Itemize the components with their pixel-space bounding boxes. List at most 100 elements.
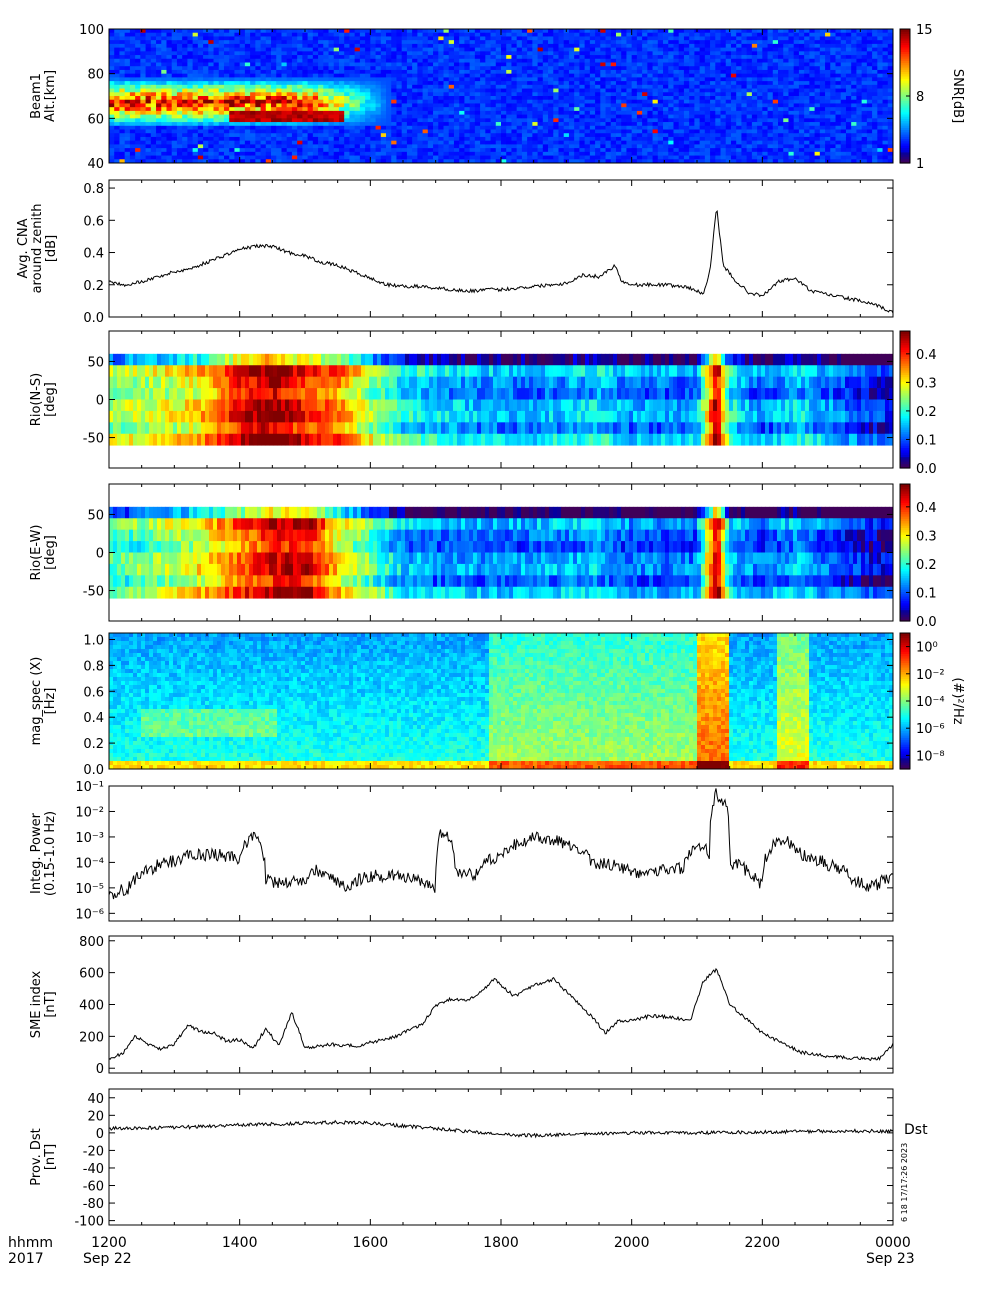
snr-cell — [359, 43, 366, 49]
snr-cell — [323, 92, 329, 97]
snr-cell — [302, 140, 309, 145]
snr-cell — [244, 136, 251, 142]
snr-cell — [778, 148, 784, 153]
snr-cell — [244, 58, 251, 63]
snr-cell — [302, 107, 309, 112]
snr-cell — [469, 84, 476, 89]
snr-cell — [349, 36, 356, 41]
snr-cell — [798, 84, 805, 89]
snr-cell — [804, 84, 810, 89]
snr-cell — [704, 77, 711, 82]
snr-cell — [396, 92, 403, 97]
snr-cell — [825, 140, 831, 145]
snr-cell — [129, 40, 136, 45]
snr-cell — [375, 40, 382, 45]
snr-cell — [720, 159, 727, 164]
snr-cell — [297, 159, 303, 164]
snr-cell — [720, 114, 727, 119]
snr-cell — [480, 77, 486, 82]
snr-cell — [542, 129, 549, 134]
snr-cell — [119, 99, 126, 104]
snr-cell — [605, 66, 612, 71]
snr-cell — [615, 40, 622, 45]
snr-cell — [678, 122, 685, 127]
snr-cell — [485, 96, 491, 101]
snr-cell — [762, 103, 768, 108]
snr-cell — [584, 140, 591, 145]
snr-cell — [223, 47, 230, 52]
snr-cell — [328, 51, 335, 56]
snr-cell — [647, 151, 653, 156]
snr-cell — [401, 40, 408, 45]
snr-cell — [459, 133, 465, 138]
snr-cell — [657, 144, 664, 149]
snr-cell — [438, 43, 444, 49]
snr-cell — [380, 32, 387, 37]
snr-cell — [652, 40, 659, 45]
snr-cell — [401, 62, 408, 67]
snr-cell — [527, 66, 533, 71]
snr-cell — [767, 125, 774, 130]
snr-cell — [636, 136, 643, 142]
snr-cell — [804, 110, 810, 116]
snr-cell — [736, 36, 742, 41]
snr-cell — [234, 159, 241, 164]
snr-cell — [741, 62, 748, 67]
snr-cell — [814, 103, 821, 108]
snr-cell — [291, 84, 298, 89]
snr-cell — [788, 110, 795, 116]
snr-cell — [767, 96, 774, 101]
snr-cell — [610, 99, 617, 104]
snr-cell — [772, 29, 779, 34]
snr-cell — [474, 125, 481, 130]
snr-cell — [380, 43, 387, 49]
snr-cell — [271, 92, 277, 97]
snr-cell — [506, 81, 512, 86]
snr-cell — [370, 155, 376, 160]
snr-cell — [495, 55, 502, 60]
snr-cell — [788, 148, 795, 153]
snr-cell — [568, 88, 575, 93]
snr-cell — [699, 66, 706, 71]
snr-cell — [276, 103, 282, 108]
snr-cell — [725, 92, 732, 97]
snr-cell — [757, 155, 763, 160]
snr-cell — [427, 32, 434, 37]
snr-cell — [255, 58, 261, 63]
snr-cell — [485, 159, 491, 164]
snr-cell — [312, 99, 319, 104]
snr-cell — [600, 58, 606, 63]
snr-cell — [825, 151, 831, 156]
snr-cell — [412, 129, 418, 134]
snr-cell — [621, 66, 627, 71]
snr-cell — [480, 129, 486, 134]
snr-cell — [725, 140, 732, 145]
snr-cell — [391, 40, 397, 45]
snr-cell — [647, 47, 653, 52]
snr-cell — [271, 47, 277, 52]
snr-cell — [501, 66, 507, 71]
snr-cell — [663, 99, 669, 104]
snr-cell — [825, 125, 831, 130]
snr-cell — [720, 55, 727, 60]
snr-cell — [788, 125, 795, 130]
snr-cell — [699, 58, 706, 63]
snr-cell — [239, 148, 246, 153]
snr-cell — [443, 62, 450, 67]
snr-cell — [480, 32, 486, 37]
snr-cell — [391, 133, 397, 138]
snr-cell — [401, 125, 408, 130]
snr-cell — [129, 84, 136, 89]
snr-cell — [710, 55, 716, 60]
snr-cell — [798, 133, 805, 138]
snr-cell — [464, 155, 471, 160]
snr-cell — [422, 32, 429, 37]
snr-cell — [678, 136, 685, 142]
snr-cell — [271, 84, 277, 89]
snr-cell — [114, 40, 120, 45]
snr-cell — [223, 110, 230, 116]
snr-cell — [631, 73, 638, 78]
snr-cell — [427, 29, 434, 34]
snr-cell — [349, 110, 356, 116]
snr-cell — [516, 84, 523, 89]
